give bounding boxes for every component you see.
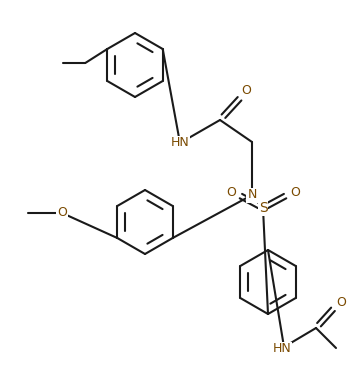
Text: HN: HN: [171, 137, 189, 149]
Text: HN: HN: [273, 342, 291, 356]
Text: S: S: [259, 201, 268, 215]
Text: O: O: [57, 207, 67, 219]
Text: O: O: [336, 296, 346, 308]
Text: O: O: [241, 84, 251, 98]
Text: N: N: [247, 188, 257, 202]
Text: O: O: [290, 185, 300, 199]
Text: O: O: [226, 185, 236, 199]
